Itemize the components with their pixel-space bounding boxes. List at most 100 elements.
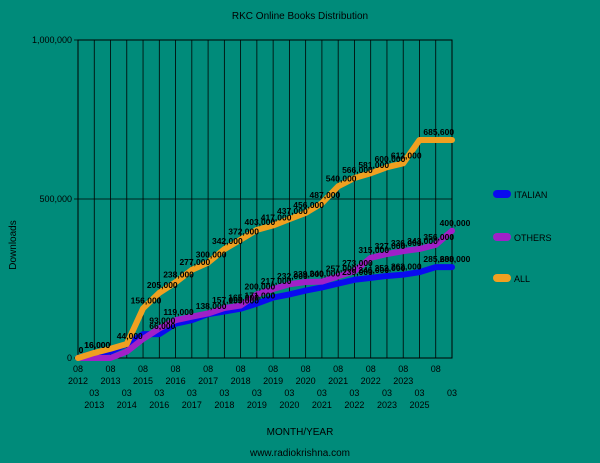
data-label-others: 315,000 <box>358 245 389 255</box>
x-tick-month: 08 <box>236 364 246 374</box>
data-label-italian: 171,000 <box>245 291 276 301</box>
x-tick-year: 2023 <box>393 376 413 386</box>
data-point-all <box>351 175 357 181</box>
data-label-italian: 239,000 <box>342 267 373 277</box>
series-line-others <box>75 227 455 361</box>
data-point-italian <box>156 331 162 337</box>
data-label-all: 566,000 <box>342 165 373 175</box>
data-label-all: 277,000 <box>179 257 210 267</box>
x-tick-year: 2022 <box>344 400 364 410</box>
data-point-all <box>124 341 130 347</box>
x-tick-year: 2022 <box>361 376 381 386</box>
data-point-others <box>368 255 374 261</box>
x-tick-month: 03 <box>317 388 327 398</box>
data-label-others: 232,000 <box>277 271 308 281</box>
data-label-all: 300,000 <box>196 250 227 260</box>
data-point-all <box>286 216 292 222</box>
data-point-italian <box>384 273 390 279</box>
x-tick-year: 2016 <box>149 400 169 410</box>
data-point-all <box>303 210 309 216</box>
series-line-all <box>75 136 455 361</box>
data-point-all <box>173 279 179 285</box>
x-tick-year: 2021 <box>328 376 348 386</box>
data-point-all <box>433 137 439 143</box>
x-tick-month: 08 <box>398 364 408 374</box>
data-label-italian: 288,000 <box>440 254 471 264</box>
y-tick-label: 1,000,000 <box>32 35 72 45</box>
data-label-all: 685,600 <box>423 127 454 137</box>
data-label-all: 487,000 <box>310 190 341 200</box>
data-point-all <box>400 160 406 166</box>
data-point-others <box>416 246 422 252</box>
data-point-all <box>205 260 211 266</box>
legend-label-others: OTHERS <box>514 233 552 243</box>
data-point-all <box>108 346 114 352</box>
data-point-others <box>335 273 341 279</box>
data-label-all: 600,000 <box>375 154 406 164</box>
data-label-others: 93,000 <box>149 315 175 325</box>
legend-label-italian: ITALIAN <box>514 190 547 200</box>
data-point-others <box>286 281 292 287</box>
data-label-all: 342,000 <box>212 236 243 246</box>
x-tick-year: 2016 <box>166 376 186 386</box>
data-label-others: 157,000 <box>212 295 243 305</box>
data-label-italian: 66,000 <box>149 321 175 331</box>
grid <box>74 39 453 359</box>
data-point-italian <box>433 264 439 270</box>
data-point-italian <box>416 269 422 275</box>
y-tick-label: 500,000 <box>39 194 72 204</box>
data-label-italian: 155,000 <box>228 296 259 306</box>
axes: 0500,0001,000,00008201203201308201303201… <box>32 35 457 410</box>
x-tick-month: 08 <box>171 364 181 374</box>
x-tick-month: 08 <box>366 364 376 374</box>
data-label-others: 400,000 <box>440 218 471 228</box>
data-point-all <box>384 164 390 170</box>
series-line-italian <box>75 264 455 361</box>
footer-url: www.radiokrishna.com <box>249 448 350 459</box>
data-point-all <box>156 290 162 296</box>
data-point-others <box>108 355 114 361</box>
x-tick-month: 08 <box>203 364 213 374</box>
x-tick-year: 2014 <box>117 400 137 410</box>
data-label-italian: 44,000 <box>117 331 143 341</box>
data-label-all: 540,000 <box>326 173 357 183</box>
x-tick-month: 08 <box>138 364 148 374</box>
data-label-all: 456,000 <box>293 200 324 210</box>
data-point-italian <box>335 281 341 287</box>
data-label-all: 372,000 <box>228 227 259 237</box>
data-label-others: 165,000 <box>228 293 259 303</box>
y-axis-label: Downloads <box>8 220 19 269</box>
data-label-others: 273,000 <box>342 258 373 268</box>
data-label-others: 240,000 <box>310 269 341 279</box>
data-point-others <box>205 310 211 316</box>
data-label-all: 612,000 <box>391 150 422 160</box>
data-point-all <box>368 170 374 176</box>
data-point-others <box>449 228 455 234</box>
data-point-others <box>254 291 260 297</box>
x-tick-year: 2019 <box>263 376 283 386</box>
data-label-italian: 138,000 <box>196 301 227 311</box>
data-point-all <box>335 183 341 189</box>
data-point-all <box>221 246 227 252</box>
data-point-others <box>156 325 162 331</box>
x-tick-month: 08 <box>333 364 343 374</box>
data-point-others <box>238 303 244 309</box>
data-point-italian <box>286 291 292 297</box>
x-tick-month: 08 <box>431 364 441 374</box>
x-tick-year: 2018 <box>214 400 234 410</box>
data-label-all: 437,000 <box>277 206 308 216</box>
data-point-others <box>270 286 276 292</box>
data-point-all <box>140 305 146 311</box>
data-label-others: 239,000 <box>293 269 324 279</box>
x-tick-year: 2020 <box>296 376 316 386</box>
data-point-italian <box>449 264 455 270</box>
x-tick-month: 08 <box>268 364 278 374</box>
data-label-all: 403,000 <box>245 217 276 227</box>
data-labels: 016,000 44,000 66,000 138,000155,000171,000… <box>79 127 471 355</box>
x-tick-month: 03 <box>122 388 132 398</box>
data-label-others: 119,000 <box>163 307 194 317</box>
data-point-others <box>303 279 309 285</box>
data-point-italian <box>303 288 309 294</box>
data-point-others <box>189 314 195 320</box>
